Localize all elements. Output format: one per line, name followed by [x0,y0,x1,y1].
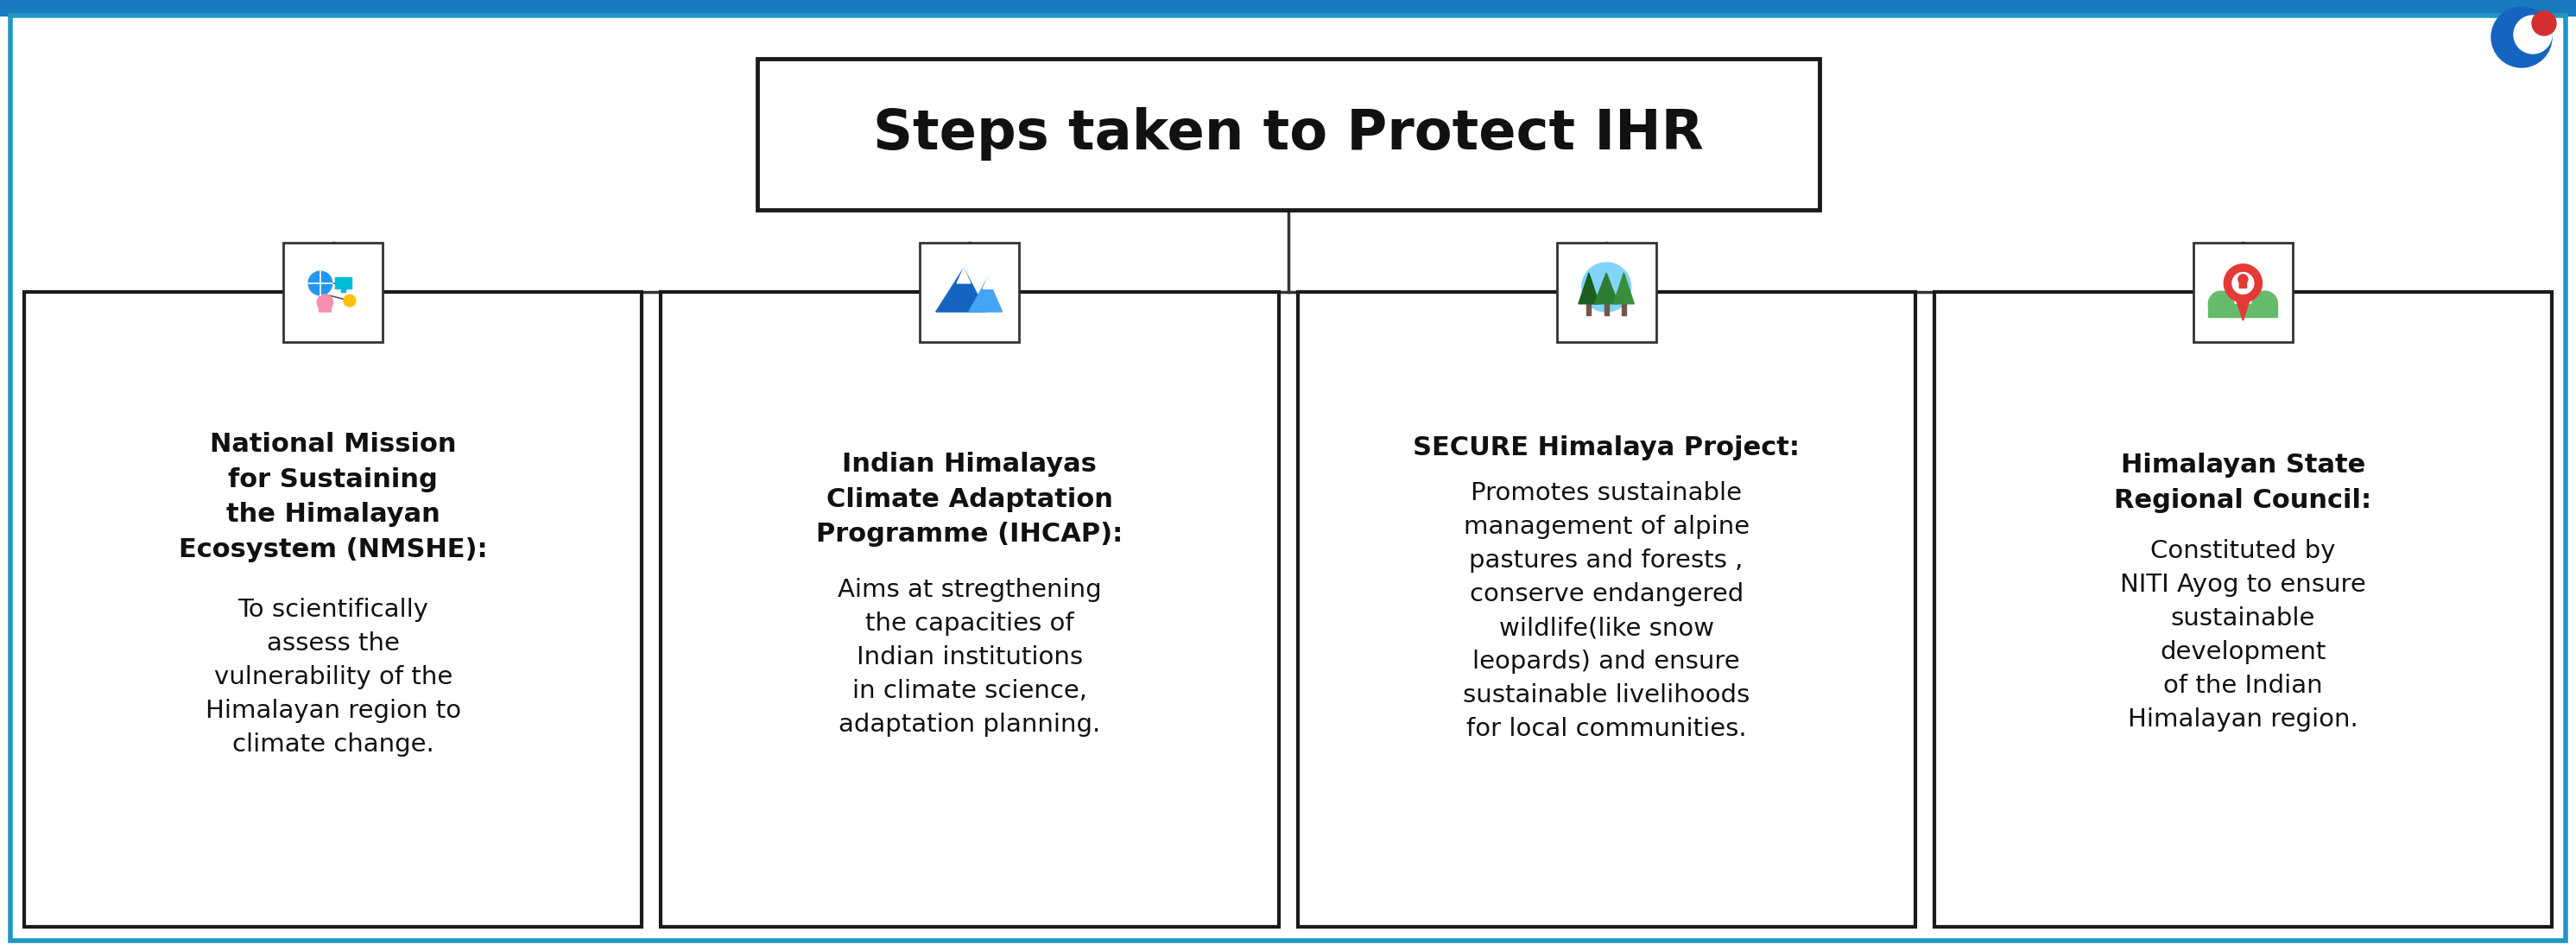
Polygon shape [956,268,971,283]
FancyBboxPatch shape [1298,292,1914,927]
FancyBboxPatch shape [662,292,1278,927]
Circle shape [2223,264,2262,302]
FancyBboxPatch shape [1556,243,1656,341]
FancyBboxPatch shape [757,59,1819,210]
Circle shape [2233,273,2254,294]
Text: Promotes sustainable
management of alpine
pastures and forests ,
conserve endang: Promotes sustainable management of alpin… [1463,481,1749,742]
Polygon shape [984,278,992,289]
Circle shape [2514,15,2553,53]
Text: Himalayan State
Regional Council:: Himalayan State Regional Council: [2115,453,2372,513]
Circle shape [2239,275,2249,284]
FancyBboxPatch shape [283,243,384,341]
Text: National Mission
for Sustaining
the Himalayan
Ecosystem (NMSHE):: National Mission for Sustaining the Hima… [178,433,487,562]
Polygon shape [935,268,987,312]
Bar [0,0,2576,15]
Text: Constituted by
NITI Ayog to ensure
sustainable
development
of the Indian
Himalay: Constituted by NITI Ayog to ensure susta… [2120,539,2365,731]
FancyBboxPatch shape [920,243,1020,341]
Text: SECURE Himalaya Project:: SECURE Himalaya Project: [1412,435,1801,460]
FancyBboxPatch shape [2239,280,2246,288]
Bar [340,288,345,292]
Polygon shape [1613,273,1633,304]
Text: To scientifically
assess the
vulnerability of the
Himalayan region to
climate ch: To scientifically assess the vulnerabili… [206,597,461,756]
Circle shape [2251,291,2277,317]
FancyBboxPatch shape [2192,243,2293,341]
Circle shape [317,295,332,310]
Polygon shape [2233,289,2254,320]
Bar [1605,304,1607,315]
Bar [2208,304,2277,317]
Text: Aims at stregthening
the capacities of
Indian institutions
in climate science,
a: Aims at stregthening the capacities of I… [837,578,1103,737]
FancyBboxPatch shape [1935,292,2553,927]
Circle shape [2532,11,2555,35]
FancyBboxPatch shape [319,303,332,312]
Circle shape [343,295,355,306]
Circle shape [2491,7,2553,68]
FancyBboxPatch shape [23,292,641,927]
Bar [1587,304,1592,315]
Polygon shape [1579,273,1600,304]
Bar [1623,304,1625,315]
Polygon shape [969,278,1002,312]
Circle shape [1582,262,1631,312]
Text: Indian Himalayas
Climate Adaptation
Programme (IHCAP):: Indian Himalayas Climate Adaptation Prog… [817,452,1123,547]
Circle shape [2208,291,2233,317]
Circle shape [309,271,332,295]
Polygon shape [1595,273,1618,304]
Text: Steps taken to Protect IHR: Steps taken to Protect IHR [873,107,1703,161]
FancyBboxPatch shape [335,277,353,289]
